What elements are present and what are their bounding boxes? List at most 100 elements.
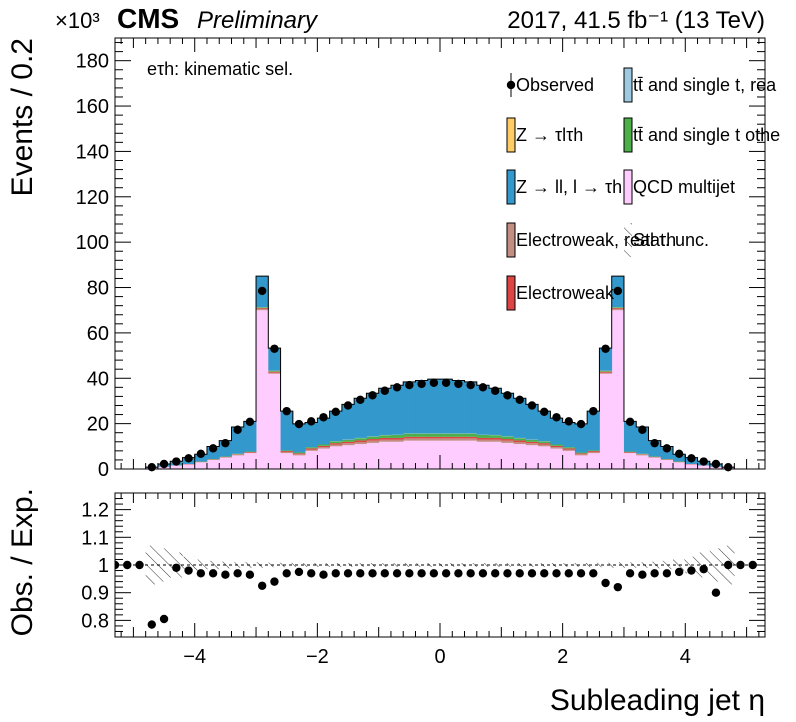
stack-bar	[611, 307, 625, 309]
unc-band-bin	[562, 563, 576, 567]
legend: Observed tt̄ and single t, rea Z → τlτh tt̄…	[506, 67, 780, 311]
ratio-point	[687, 566, 696, 575]
observed-point	[515, 395, 524, 405]
unc-band-bin	[587, 562, 600, 568]
stack-bar	[243, 452, 257, 454]
ratio-point	[147, 620, 156, 629]
stack-bar	[231, 455, 245, 469]
stack-bar	[476, 439, 490, 442]
observed-point	[368, 391, 377, 400]
observed-point	[490, 386, 500, 395]
observed-point	[429, 378, 439, 387]
stack-bar	[354, 398, 367, 438]
stack-bar	[636, 455, 649, 469]
stack-bar	[525, 404, 539, 440]
ratio-point	[490, 569, 500, 578]
legend-symbol-qcd	[623, 169, 633, 205]
unc-band-bin	[329, 563, 343, 567]
observed-point	[184, 454, 193, 463]
stack-bar	[280, 453, 294, 469]
observed-point	[625, 417, 635, 427]
ratio-point	[552, 569, 561, 578]
stack-bar	[476, 441, 490, 469]
stack-bar	[366, 440, 380, 443]
stack-bar	[611, 309, 625, 311]
legend-symbol-ztautau	[506, 117, 516, 153]
stack-bar	[268, 348, 281, 371]
observed-point	[564, 417, 573, 426]
stack-bar	[280, 451, 294, 454]
stack-bar	[673, 462, 686, 469]
observed-point	[307, 417, 316, 426]
legend-symbol-ew_other	[506, 275, 516, 311]
observed-points	[147, 286, 733, 472]
stack-bar	[464, 381, 478, 434]
observed-point	[221, 438, 230, 448]
stack-bar	[636, 454, 649, 456]
x-tick-label: 0	[434, 646, 445, 668]
stack-bar	[538, 446, 551, 469]
ratio-point	[503, 569, 512, 578]
legend-label-ztautau: Z → τlτh	[516, 125, 583, 145]
stack-bar	[513, 444, 527, 469]
ratio-point	[466, 569, 475, 578]
y-tick-label: 1.2	[81, 500, 109, 522]
stack-bar	[329, 443, 343, 445]
stack-bar	[587, 450, 600, 452]
stack-total-outline	[145, 275, 735, 469]
stack-bar	[501, 393, 514, 437]
stack-bar	[292, 453, 306, 455]
stack-bar	[415, 436, 429, 439]
stack-bar	[354, 442, 367, 445]
unc-band-bin	[366, 563, 379, 567]
legend-symbol-zll	[506, 169, 516, 205]
stack-bar	[550, 445, 564, 447]
legend-label-ew_other: Electroweak	[516, 283, 615, 303]
unc-band-bin	[378, 563, 392, 567]
observed-point	[282, 406, 291, 416]
stack-bar	[476, 434, 490, 438]
legend-color-box	[623, 117, 633, 153]
x-tick-label: −2	[306, 646, 329, 668]
legend-label-zll: Z → ll, l → τh	[516, 177, 622, 197]
stack-bar	[464, 438, 478, 441]
legend-label-qcd: QCD multijet	[633, 177, 735, 197]
x-tick-label: 2	[557, 646, 568, 668]
stack-bar	[489, 441, 502, 469]
unc-band-bin	[550, 563, 563, 567]
stack-bar	[697, 465, 711, 469]
observed-point	[208, 444, 218, 453]
stack-bar	[378, 388, 392, 435]
observed-point	[662, 444, 672, 453]
stack-bar	[489, 388, 502, 435]
legend-color-box	[506, 275, 516, 311]
stack-bar	[587, 451, 600, 452]
stack-bar	[366, 439, 380, 441]
stack-bar	[562, 447, 576, 449]
stack-bar	[256, 307, 269, 309]
ratio-point	[638, 570, 647, 579]
ratio-point	[724, 560, 733, 570]
observed-point	[711, 459, 721, 469]
y-tick-label: 120	[76, 187, 109, 209]
unc-band-bin	[611, 562, 625, 568]
stack-bar	[427, 436, 441, 439]
stack-bar	[574, 454, 588, 456]
stack-bar	[329, 444, 343, 447]
stack-bar	[440, 440, 453, 469]
ratio-point	[625, 569, 635, 578]
observed-point	[454, 379, 463, 389]
observed-point	[392, 383, 402, 392]
ratio-point	[527, 569, 537, 578]
stack-bar	[587, 453, 600, 469]
stack-bar	[513, 440, 527, 443]
stack-bar	[317, 444, 331, 446]
stack-bar	[464, 440, 478, 469]
stacked-histogram	[145, 276, 735, 469]
stack-bar	[538, 443, 551, 445]
unc-band-bin	[623, 562, 637, 568]
stack-bar	[599, 348, 613, 371]
observed-point	[503, 391, 512, 400]
ratio-point	[699, 564, 708, 574]
stack-bar	[280, 450, 294, 452]
